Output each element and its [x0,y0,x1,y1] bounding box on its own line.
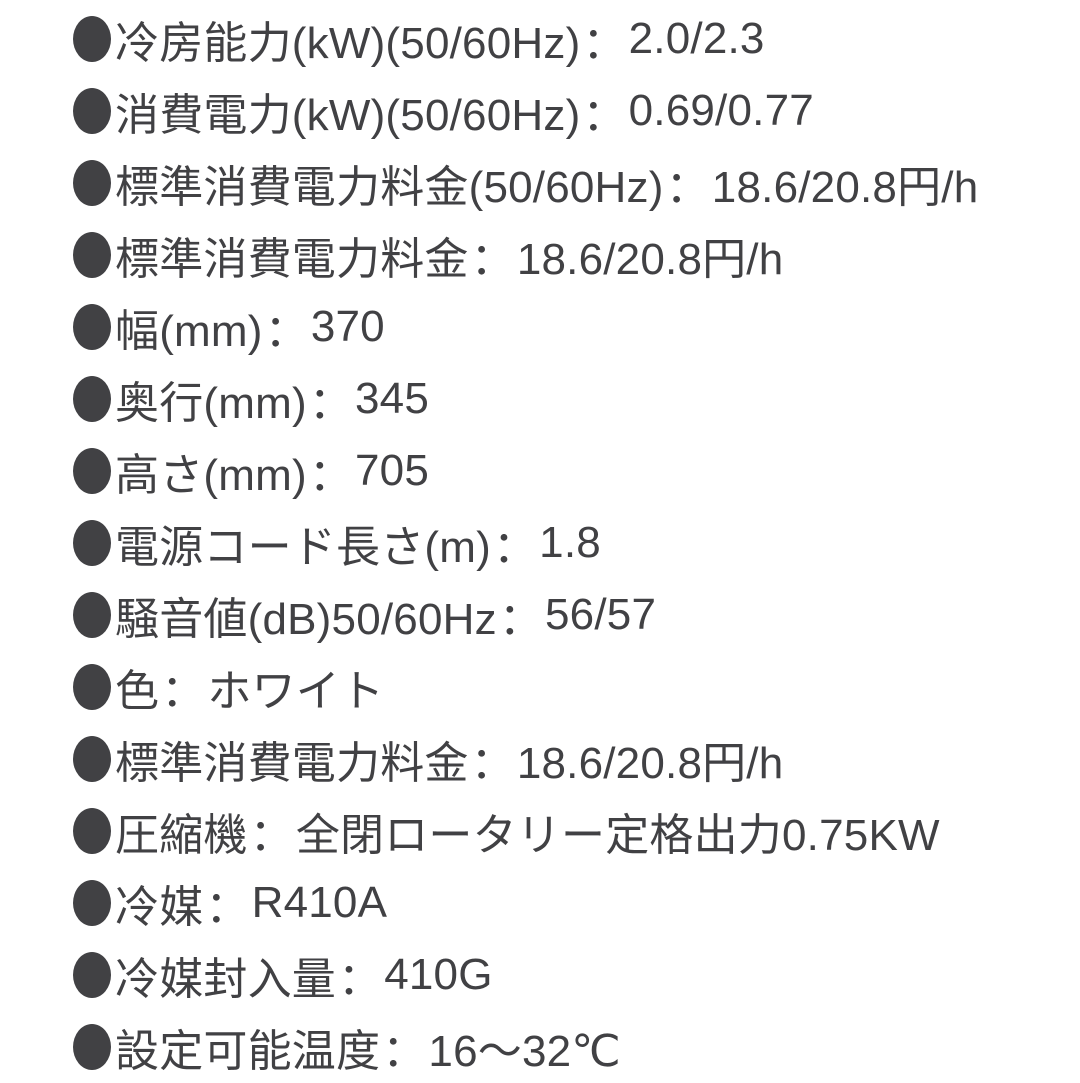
spec-row-noise-level: ● 騒音値(dB)50/60Hz ： 56/57 [73,579,1070,651]
spec-value: R410A [251,878,388,927]
spec-value: 18.6/20.8円/h [516,235,784,284]
bullet-icon: ● [73,880,111,926]
spec-label: 色 [115,667,160,716]
spec-separator: ： [470,235,515,284]
spec-separator: ： [582,91,627,140]
spec-label: 標準消費電力料金 [115,739,469,788]
bullet-icon: ● [73,520,111,566]
spec-separator: ： [470,739,515,788]
spec-label: 冷房能力(kW)(50/60Hz) [115,19,581,68]
spec-separator: ： [492,523,538,572]
bullet-icon: ● [73,376,111,422]
spec-label: 幅(mm) [115,307,263,356]
spec-label: 標準消費電力料金 [115,235,469,284]
spec-row-refrigerant-charge: ● 冷媒封入量 ： 410G [73,939,1070,1011]
spec-row-electricity-cost: ● 標準消費電力料金 ： 18.6/20.8円/h [73,219,1070,291]
spec-value: 56/57 [545,590,657,639]
spec-value: 705 [355,446,430,495]
spec-value: 16〜32℃ [428,1027,621,1076]
bullet-icon: ● [73,88,111,134]
bullet-icon: ● [73,304,111,350]
spec-value: 345 [355,374,430,423]
bullet-icon: ● [73,808,111,854]
spec-label: 冷媒 [115,883,204,932]
spec-row-depth: ● 奥行(mm) ： 345 [73,363,1070,435]
spec-separator: ： [205,883,250,932]
bullet-icon: ● [73,16,111,62]
spec-separator: ： [249,811,294,860]
spec-separator: ： [665,163,710,212]
spec-label: 電源コード長さ(m) [115,523,491,572]
spec-row-height: ● 高さ(mm) ： 705 [73,435,1070,507]
spec-separator: ： [264,307,309,356]
spec-value: 410G [384,950,493,999]
bullet-icon: ● [73,592,111,638]
spec-separator: ： [338,955,383,1004]
spec-row-refrigerant: ● 冷媒 ： R410A [73,867,1070,939]
spec-row-width: ● 幅(mm) ： 370 [73,291,1070,363]
spec-value: ホワイト [207,667,385,716]
bullet-icon: ● [73,664,111,710]
spec-label: 騒音値(dB)50/60Hz [115,595,497,644]
spec-row-electricity-cost-hz: ● 標準消費電力料金(50/60Hz) ： 18.6/20.8円/h [73,147,1070,219]
spec-separator: ： [382,1027,427,1076]
spec-value: 2.0/2.3 [628,14,765,63]
spec-row-electricity-cost-repeat: ● 標準消費電力料金 ： 18.6/20.8円/h [73,723,1070,795]
spec-separator: ： [161,667,206,716]
spec-separator: ： [582,19,627,68]
bullet-icon: ● [73,736,111,782]
bullet-icon: ● [73,160,111,206]
spec-label: 設定可能温度 [115,1027,381,1076]
spec-value: 0.69/0.77 [628,86,814,135]
spec-row-color: ● 色 ： ホワイト [73,651,1070,723]
spec-label: 冷媒封入量 [115,955,336,1004]
spec-label: 標準消費電力料金(50/60Hz) [115,163,664,212]
spec-label: 圧縮機 [115,811,248,860]
spec-row-cooling-capacity: ● 冷房能力(kW)(50/60Hz) ： 2.0/2.3 [73,3,1070,75]
spec-label: 奥行(mm) [115,379,307,428]
spec-label: 高さ(mm) [115,451,307,500]
spec-value: 18.6/20.8円/h [711,163,979,212]
spec-value: 370 [310,302,385,351]
spec-row-power-cord-length: ● 電源コード長さ(m) ： 1.8 [73,507,1070,579]
spec-value: 全閉ロータリー定格出力0.75KW [295,811,940,860]
spec-separator: ： [498,595,544,644]
bullet-icon: ● [73,952,111,998]
spec-separator: ： [308,451,354,500]
spec-separator: ： [308,379,354,428]
spec-row-power-consumption: ● 消費電力(kW)(50/60Hz) ： 0.69/0.77 [73,75,1070,147]
spec-row-temperature-range: ● 設定可能温度 ： 16〜32℃ [73,1011,1070,1083]
bullet-icon: ● [73,448,111,494]
bullet-icon: ● [73,1024,111,1070]
spec-value: 18.6/20.8円/h [516,739,784,788]
bullet-icon: ● [73,232,111,278]
spec-value: 1.8 [539,518,601,567]
spec-row-compressor: ● 圧縮機 ： 全閉ロータリー定格出力0.75KW [73,795,1070,867]
spec-label: 消費電力(kW)(50/60Hz) [115,91,581,140]
